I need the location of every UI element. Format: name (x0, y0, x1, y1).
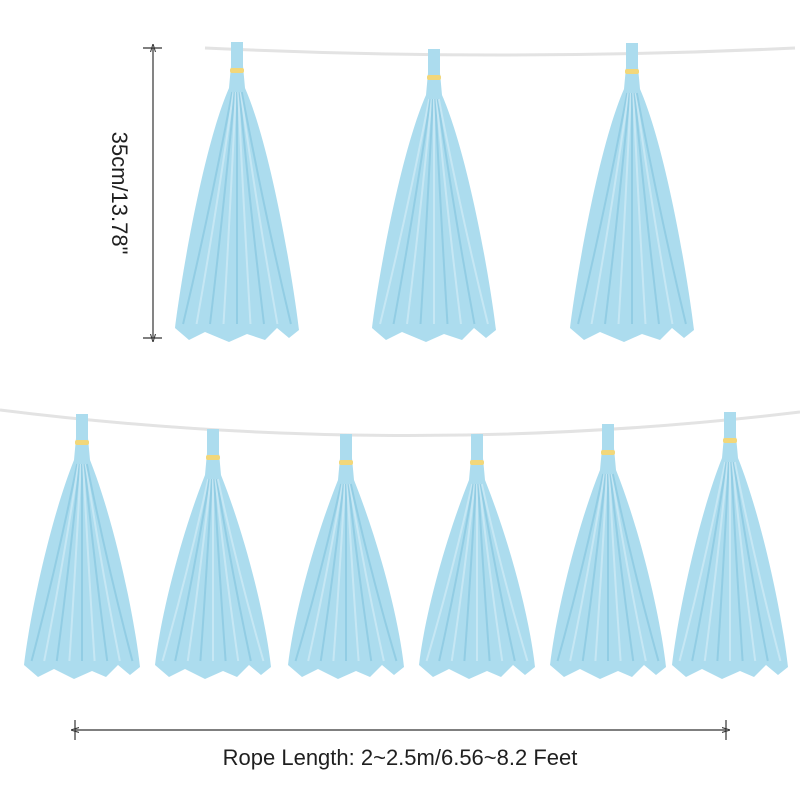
tassel (175, 42, 299, 342)
rope-bottom (0, 408, 800, 438)
tassel (570, 43, 694, 342)
height-dimension-guide (143, 48, 162, 338)
tassel-row-bottom (24, 412, 788, 679)
tassel (372, 49, 496, 342)
tassel (672, 412, 788, 679)
tassel-row-top (175, 42, 694, 342)
rope-length-dimension-guide (75, 720, 726, 740)
rope-top (204, 46, 796, 57)
tassel (419, 434, 535, 679)
tassel-length-label: 35cm/13.78" (107, 131, 132, 255)
tassel (24, 414, 140, 679)
tassel (288, 434, 404, 679)
rope-length-label: Rope Length: 2~2.5m/6.56~8.2 Feet (222, 745, 578, 770)
tassel (550, 424, 666, 679)
tassel (155, 429, 271, 679)
